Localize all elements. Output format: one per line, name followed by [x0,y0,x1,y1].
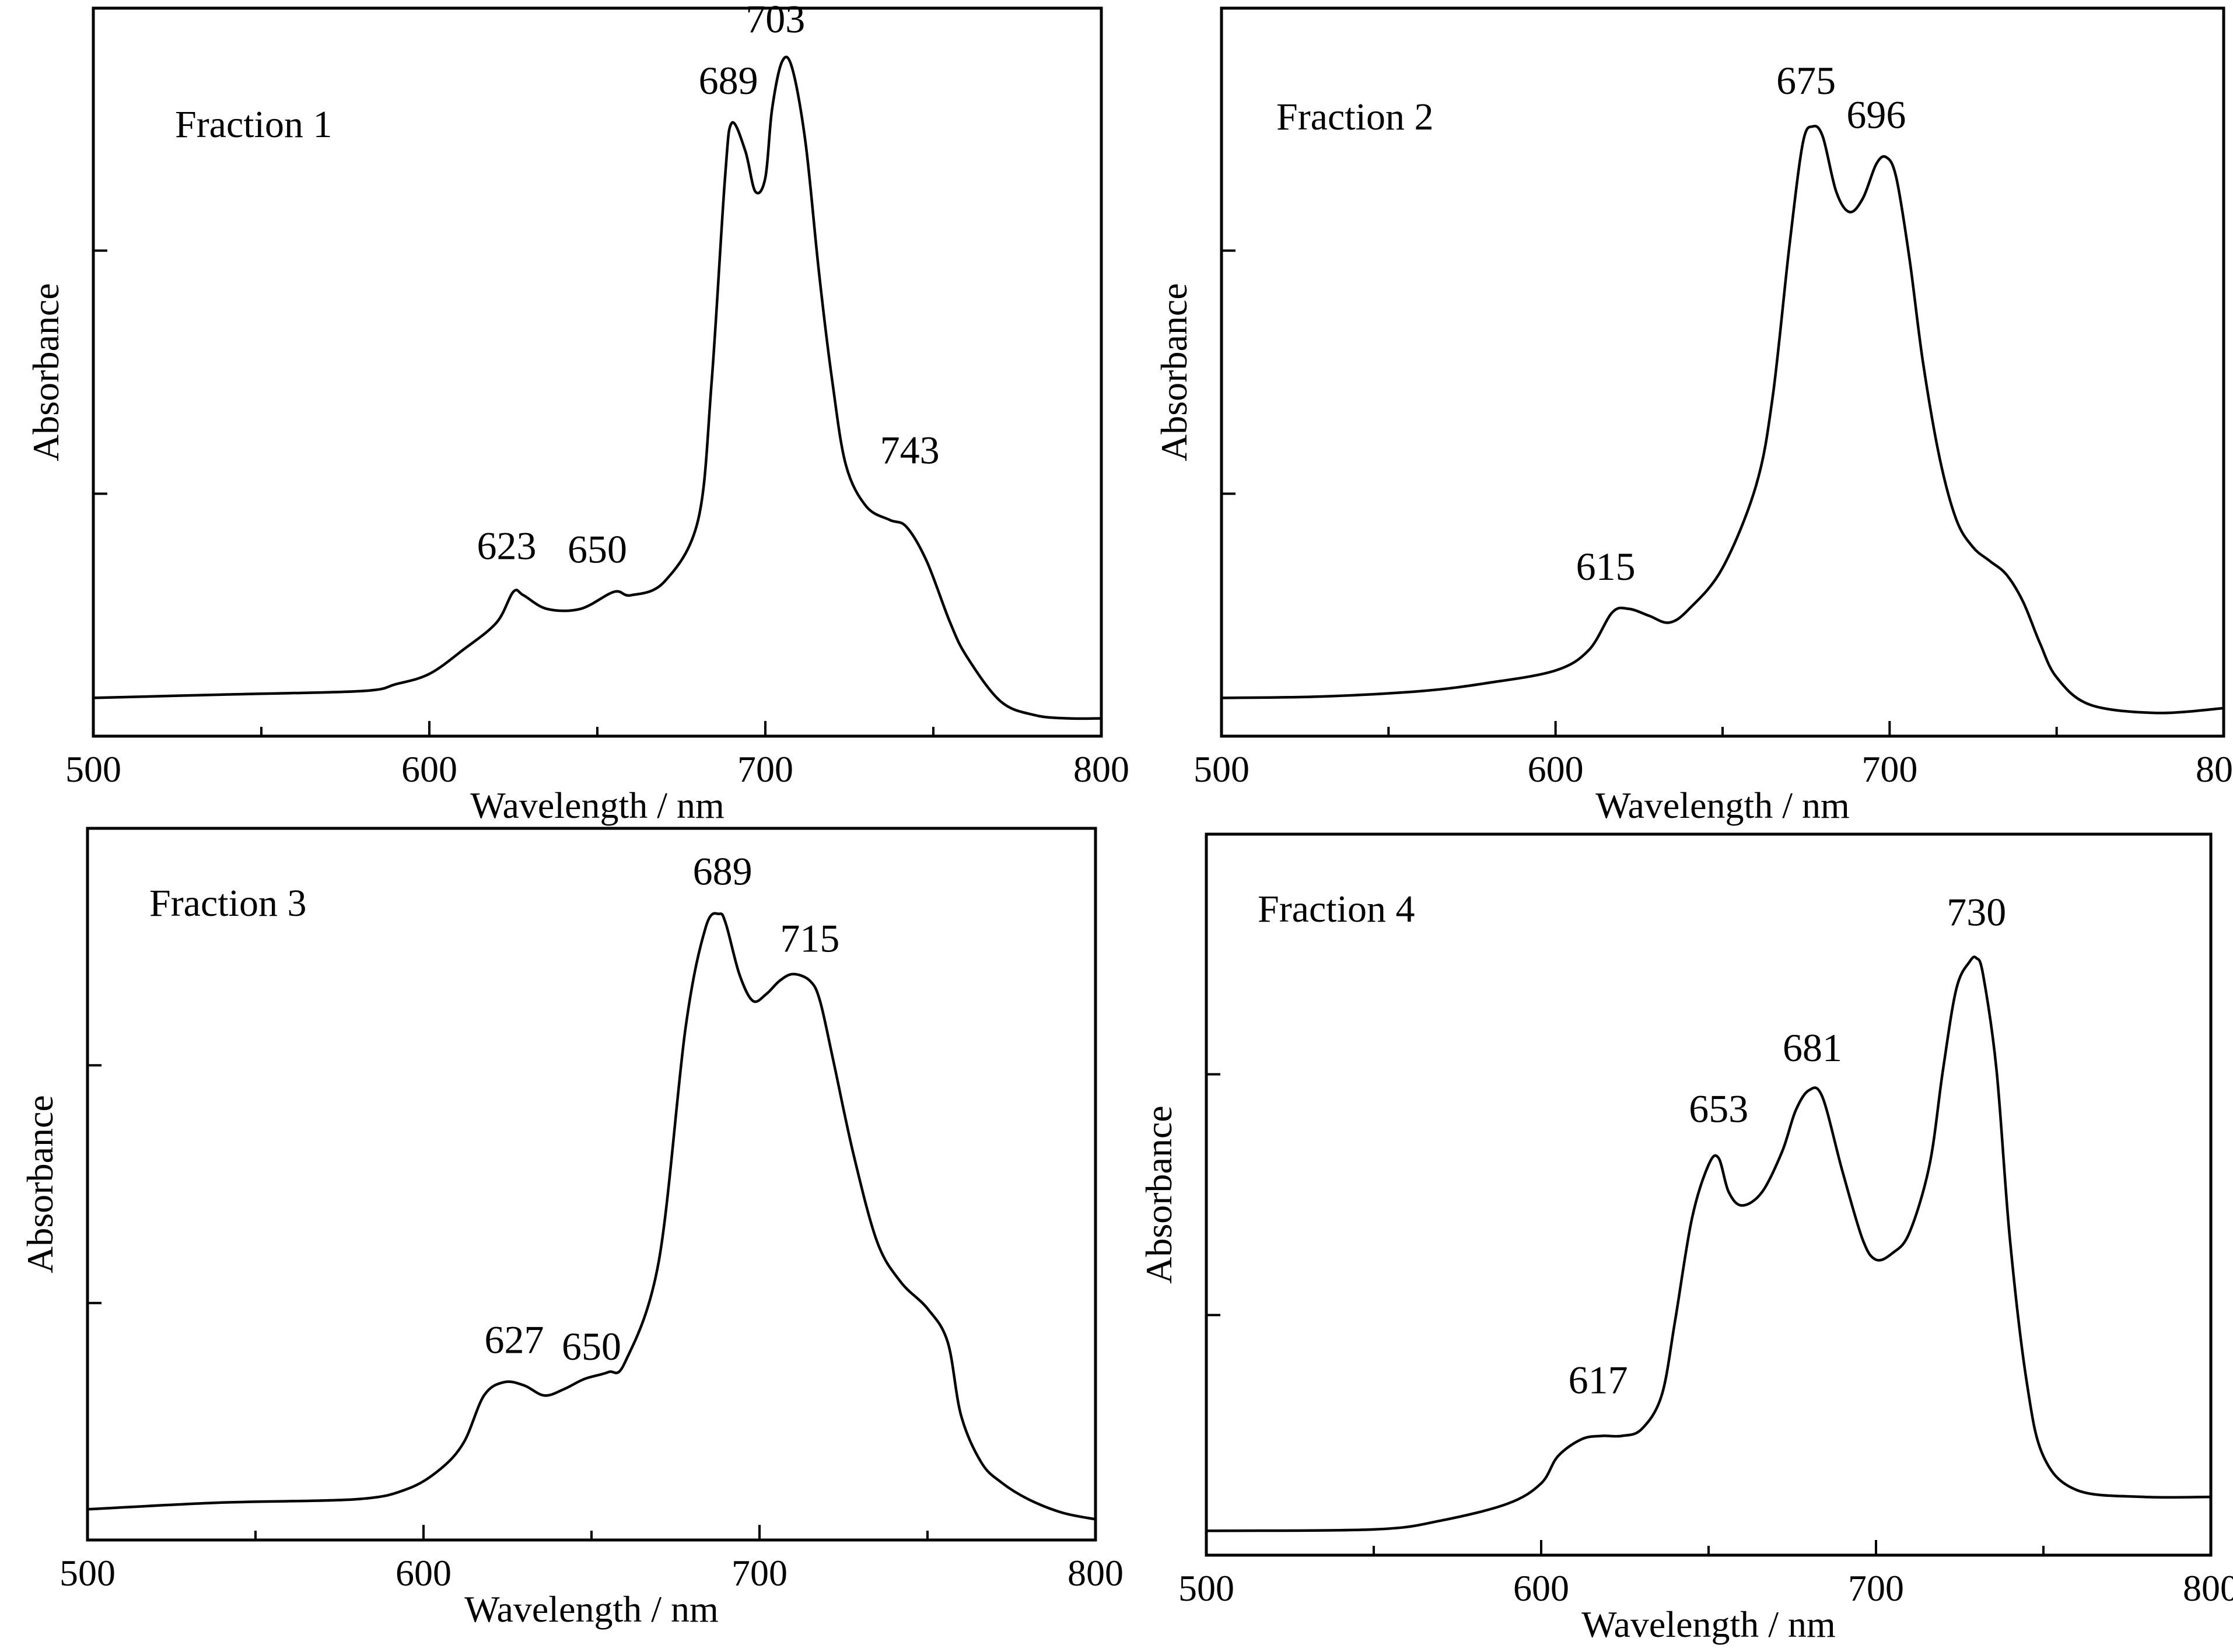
series-line [88,914,1096,1520]
x-axis-label: Wavelength / nm [1595,785,1850,826]
peak-label: 689 [699,58,758,103]
x-tick-label: 600 [396,1552,452,1594]
panel-fraction-4: Fraction 4 Wavelength / nm Absorbance 50… [1138,834,2233,1645]
peak-label: 623 [477,524,536,568]
panel-fraction-3: Fraction 3 Wavelength / nm Absorbance 50… [19,828,1124,1630]
series-line [1222,126,2224,713]
peak-label: 650 [562,1324,621,1368]
peak-label: 743 [880,428,940,472]
x-axis-label: Wavelength / nm [470,785,724,826]
plot-frame [1206,834,2211,1555]
y-axis-label: Absorbance [19,1095,61,1273]
x-axis-label: Wavelength / nm [1581,1604,1836,1645]
x-tick-label: 600 [1513,1567,1569,1609]
x-tick-label: 500 [60,1552,116,1594]
peak-label: 615 [1576,544,1636,589]
panel-fraction-2: Fraction 2 Wavelength / nm Absorbance 50… [1153,8,2233,826]
x-tick-label: 800 [1068,1552,1124,1594]
y-axis-label: Absorbance [25,283,66,461]
peak-label: 689 [693,849,752,894]
y-axis-label: Absorbance [1138,1105,1180,1284]
peak-label: 650 [568,527,627,572]
figure: Fraction 1 Wavelength / nm Absorbance 50… [0,0,2233,1652]
x-tick-label: 600 [401,748,457,790]
x-tick-label: 500 [65,748,121,790]
x-tick-label: 600 [1528,748,1584,790]
x-tick-label: 800 [2183,1567,2233,1609]
x-tick-label: 500 [1194,748,1250,790]
x-tick-label: 700 [1848,1567,1904,1609]
peak-label: 696 [1846,93,1906,137]
series-line [93,57,1101,719]
x-tick-label: 800 [1073,748,1129,790]
plot-frame [88,828,1096,1540]
peak-label: 675 [1776,58,1836,103]
peak-label: 653 [1689,1087,1748,1131]
peak-label: 715 [780,916,839,960]
panel-title: Fraction 3 [149,882,306,925]
y-axis-label: Absorbance [1153,283,1195,461]
panel-title: Fraction 1 [175,103,332,146]
peak-label: 703 [746,0,805,41]
x-axis-label: Wavelength / nm [464,1588,719,1630]
x-tick-label: 700 [732,1552,788,1594]
x-tick-label: 700 [1861,748,1917,790]
peak-label: 681 [1783,1026,1842,1070]
peak-label: 627 [485,1317,544,1362]
x-tick-label: 700 [737,748,793,790]
panel-title: Fraction 4 [1258,888,1415,930]
peak-label: 617 [1569,1357,1628,1402]
x-tick-label: 800 [2196,748,2233,790]
panel-title: Fraction 2 [1276,96,1433,138]
series-line [1206,957,2211,1531]
panel-fraction-1: Fraction 1 Wavelength / nm Absorbance 50… [25,0,1129,826]
figure-canvas: Fraction 1 Wavelength / nm Absorbance 50… [0,0,2233,1652]
x-tick-label: 500 [1178,1567,1234,1609]
peak-label: 730 [1947,890,2006,935]
